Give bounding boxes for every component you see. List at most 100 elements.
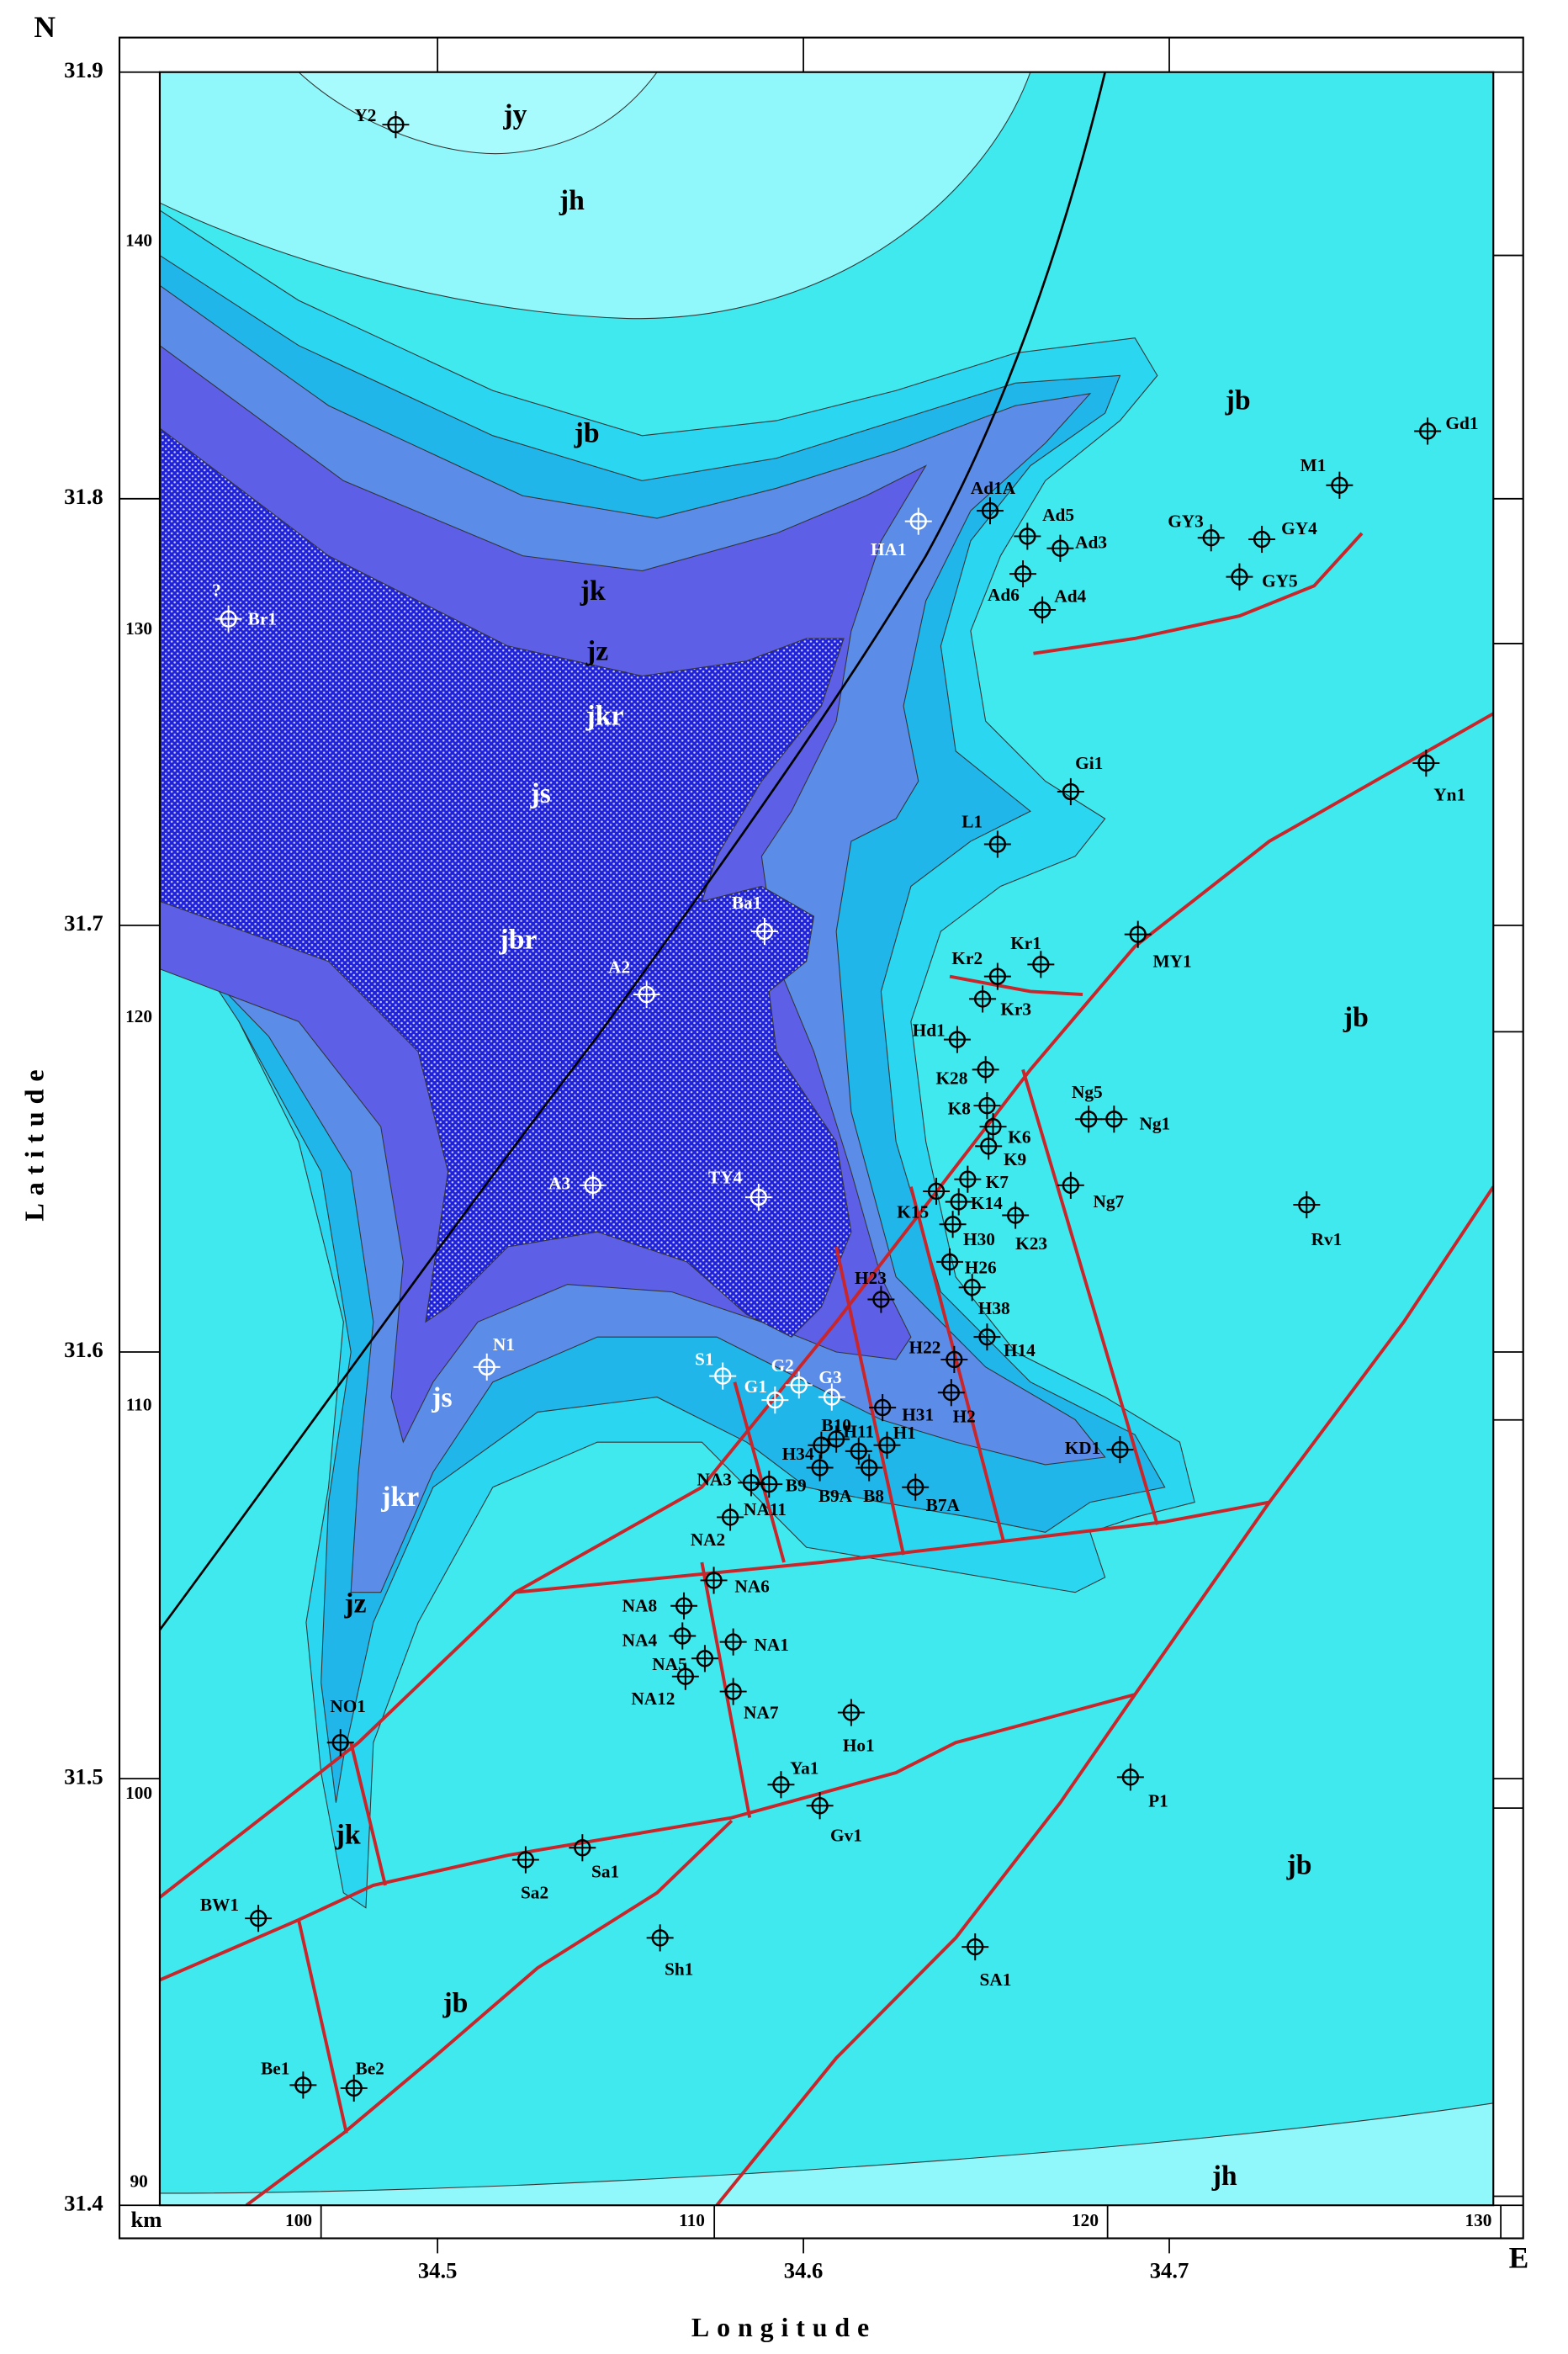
well-symbol: [709, 1362, 737, 1390]
well-symbol: [340, 2074, 368, 2102]
well-label: K9: [1004, 1149, 1026, 1169]
well-symbol: [245, 1905, 273, 1933]
well-symbol: [873, 1431, 901, 1459]
well-symbol: [983, 962, 1011, 990]
well-label: M1: [1300, 455, 1327, 475]
well-symbol: [767, 1771, 795, 1799]
formation-label: js: [529, 778, 550, 809]
well-label: H11: [843, 1421, 874, 1441]
well-symbol: [1326, 471, 1353, 499]
well-symbol: [761, 1386, 789, 1414]
well-symbol: [973, 1323, 1001, 1351]
well-symbol: [1100, 1105, 1128, 1133]
well-label: B7A: [926, 1495, 961, 1515]
well-symbol: [646, 1924, 674, 1952]
fault-line: [909, 1186, 1005, 1542]
well-symbol: [744, 1184, 772, 1211]
fault-line: [159, 1693, 1136, 1982]
km-x-tick-label: 130: [1465, 2210, 1492, 2230]
well-symbol: [669, 1622, 697, 1650]
well-symbol: [1106, 1436, 1134, 1464]
well-label: Ad1A: [971, 478, 1016, 498]
formation-label: jb: [1343, 1002, 1369, 1033]
well-label: NA6: [734, 1576, 770, 1596]
lat-tick-label: 31.5: [64, 1763, 103, 1789]
formation-label: js: [431, 1382, 452, 1413]
well-label: L1: [961, 811, 983, 831]
well-symbol: [961, 1933, 989, 1961]
well-label: Sa2: [521, 1882, 548, 1902]
well-label: Ng5: [1072, 1082, 1103, 1102]
well-label: NA12: [631, 1689, 675, 1709]
well-symbol: [975, 1132, 1003, 1160]
well-label: H14: [1004, 1340, 1036, 1360]
well-label: NA7: [744, 1702, 779, 1722]
formation-label: jy: [502, 99, 527, 130]
formation-label: jb: [1285, 1849, 1311, 1880]
well-symbol: [1197, 524, 1225, 552]
well-label: Ad5: [1042, 505, 1074, 525]
well-symbol: [977, 497, 1004, 525]
km-y-tick-label: 140: [125, 230, 152, 250]
formation-label: jb: [1225, 384, 1251, 416]
east-label: E: [1509, 2240, 1529, 2274]
well-symbol: [983, 830, 1011, 858]
well-label: KD1: [1065, 1438, 1101, 1458]
well-label: Rv1: [1311, 1229, 1343, 1249]
well-symbol: [845, 1437, 872, 1465]
well-label: H1: [893, 1423, 916, 1443]
well-symbol: [473, 1353, 501, 1381]
fault-line: [159, 712, 1494, 1899]
km-x-tick-label: 100: [285, 2210, 312, 2230]
well-symbol: [1412, 750, 1440, 777]
y-axis-label: Latitude: [19, 1062, 50, 1221]
well-symbol: [719, 1678, 747, 1705]
well-symbol: [750, 917, 778, 946]
well-label: Kr2: [951, 948, 983, 968]
well-label: NA5: [652, 1654, 686, 1674]
well-symbol: [1414, 417, 1442, 445]
x-axis-label: Longitude: [691, 2312, 877, 2342]
km-y-tick-label: 110: [126, 1395, 152, 1415]
formation-label: jk: [580, 575, 606, 607]
well-symbol: [936, 1248, 964, 1275]
well-label: H31: [902, 1405, 934, 1425]
well-symbol: [717, 1503, 744, 1531]
fault-line: [715, 1185, 1494, 2206]
well-label: N1: [493, 1334, 515, 1355]
formation-label: jz: [343, 1588, 366, 1619]
uncertain-mark: ?: [212, 580, 221, 600]
well-label: K15: [897, 1202, 929, 1222]
well-label: NA3: [697, 1469, 731, 1489]
well-symbol: [511, 1846, 539, 1874]
trend-line: [159, 72, 1106, 1631]
formation-label: jh: [1211, 2160, 1237, 2192]
well-label: NA2: [691, 1530, 725, 1550]
map-frame: [158, 71, 1495, 2207]
well-label: Ng7: [1093, 1191, 1124, 1211]
north-label: N: [34, 10, 56, 44]
well-symbol: [579, 1171, 607, 1199]
well-label: H30: [963, 1229, 995, 1249]
well-label: Gv1: [830, 1826, 862, 1846]
well-label: NA1: [754, 1635, 788, 1655]
well-symbol: [806, 1454, 834, 1482]
well-symbol: [691, 1645, 718, 1673]
well-label: H2: [953, 1406, 976, 1426]
well-symbol: [1014, 522, 1041, 550]
well-label: P1: [1148, 1791, 1168, 1811]
well-label: G2: [771, 1355, 794, 1376]
well-label: K6: [1008, 1127, 1031, 1147]
well-symbol: [973, 1092, 1001, 1120]
well-symbol: [869, 1394, 897, 1422]
well-label: Y2: [354, 105, 376, 125]
formation-label: jkr: [380, 1482, 419, 1513]
well-symbol: [785, 1371, 813, 1399]
well-label: Gi1: [1075, 753, 1103, 773]
well-symbol: [867, 1286, 895, 1313]
well-label: BW1: [200, 1895, 239, 1915]
lon-tick-label: 34.7: [1150, 2258, 1189, 2283]
well-symbol: [1293, 1190, 1321, 1219]
formation-label: jb: [574, 418, 600, 449]
